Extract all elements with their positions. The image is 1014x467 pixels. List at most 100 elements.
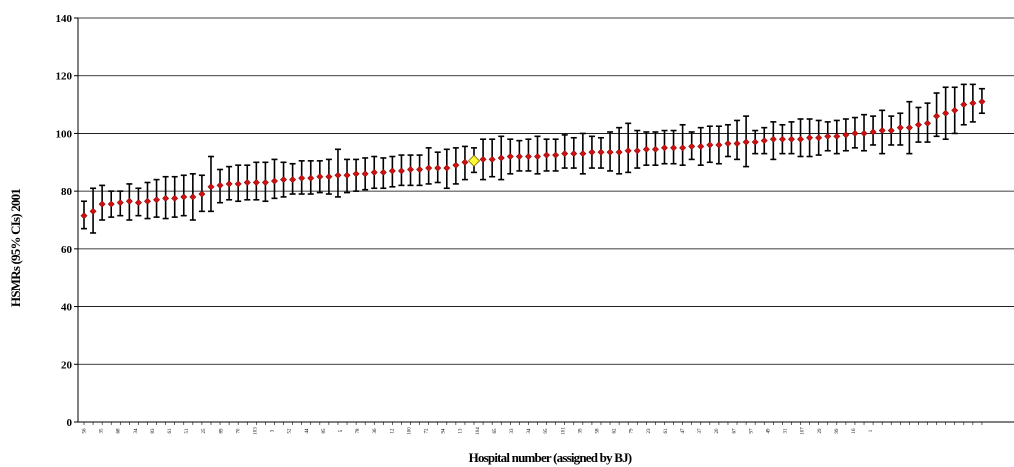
data-point (887, 126, 895, 135)
data-point (162, 194, 170, 202)
x-tick-label: 35 (100, 428, 105, 434)
x-tick-label: 107 (801, 427, 806, 435)
x-tick-label: 1 (869, 429, 874, 432)
x-tick-label: 101 (561, 427, 566, 435)
y-tick-label: 140 (56, 13, 73, 25)
x-tick-label: 36 (373, 428, 378, 434)
data-point (225, 180, 233, 188)
data-point (416, 165, 424, 174)
error-bars (81, 83, 985, 234)
x-tick-label: 61 (168, 428, 173, 434)
x-tick-label: 51 (185, 428, 190, 434)
data-point (860, 129, 868, 137)
data-point (951, 106, 959, 114)
data-point (270, 177, 279, 185)
x-tick-label: 20 (715, 428, 720, 434)
data-point (806, 134, 814, 142)
data-point (724, 139, 732, 148)
data-point (107, 200, 115, 208)
x-tick-label: 13 (459, 428, 464, 434)
x-tick-label: 33 (510, 428, 515, 434)
data-point (923, 119, 932, 127)
data-point (597, 148, 605, 156)
y-tick-label: 120 (56, 71, 73, 83)
x-tick-label: 85 (322, 428, 327, 434)
x-tick-label: 25 (202, 428, 207, 434)
x-tick-label: 78 (356, 428, 361, 434)
data-point (171, 194, 179, 202)
x-tick-label: 79 (630, 428, 635, 434)
data-point (379, 168, 387, 176)
data-point (443, 164, 451, 172)
data-point (697, 142, 705, 150)
x-tick-label: 23 (647, 428, 652, 434)
y-axis: 0 20 40 60 80 100 120 140 (56, 13, 1014, 429)
y-tick-label: 80 (61, 186, 73, 198)
y-axis-title: HSMRs (95% CIs) 2001 (8, 189, 23, 307)
data-point (660, 144, 669, 152)
data-point (688, 142, 696, 150)
data-point (851, 129, 859, 137)
data-point (633, 147, 641, 155)
x-tick-label: 97 (749, 428, 754, 434)
data-point (960, 101, 968, 109)
data-point (869, 128, 877, 136)
x-tick-label: 94 (442, 428, 447, 434)
x-tick-label: 65 (493, 428, 498, 434)
x-axis-title: Hospital number (assigned by BJ) (469, 450, 632, 465)
data-point (914, 121, 922, 129)
data-point (361, 170, 369, 178)
data-point (298, 174, 306, 182)
x-tick-label: 67 (732, 428, 737, 434)
data-point (824, 132, 832, 140)
data-point (778, 135, 786, 143)
data-point (815, 134, 823, 142)
data-point (497, 154, 505, 162)
data-point (252, 178, 260, 187)
data-point (642, 145, 650, 153)
data-point (316, 173, 324, 181)
x-tick-label: 47 (681, 428, 686, 434)
data-point (533, 152, 542, 161)
data-point (606, 148, 614, 156)
x-tick-label: 12 (390, 428, 395, 434)
x-tick-label: 72 (425, 428, 430, 434)
data-point (615, 148, 623, 156)
x-tick-label: 37 (698, 428, 703, 434)
data-point (243, 178, 251, 187)
x-tick-label: 5 (339, 429, 344, 432)
data-point (506, 152, 514, 161)
data-point (769, 135, 777, 143)
data-point (180, 193, 188, 201)
x-tick-label: 52 (288, 428, 293, 434)
x-tick-label: 34 (134, 428, 139, 434)
data-point (669, 144, 678, 152)
data-point (588, 148, 596, 156)
highlighted-point (467, 154, 481, 167)
data-point (307, 174, 315, 182)
x-tick-label: 34 (527, 428, 532, 434)
data-point (479, 155, 487, 163)
data-point (905, 124, 913, 132)
data-point (80, 212, 88, 220)
x-tick-label: 39 (578, 428, 583, 434)
x-tick-label: 100 (407, 427, 412, 435)
data-point (624, 147, 632, 155)
x-tick-label: 16 (852, 428, 857, 434)
x-tick-label: 89 (219, 428, 224, 434)
x-tick-label: 3 (271, 429, 276, 432)
data-point (570, 150, 578, 158)
data-point (561, 150, 569, 158)
data-point (751, 138, 759, 146)
x-tick-label: 83 (151, 428, 156, 434)
gridlines (78, 17, 1014, 365)
data-point (198, 190, 206, 198)
x-tick-label: 62 (613, 428, 618, 434)
data-point (216, 181, 224, 189)
x-tick-label: 103 (254, 427, 259, 435)
y-tick-label: 40 (61, 302, 73, 314)
data-point (543, 151, 551, 159)
data-points (80, 98, 986, 220)
data-point (261, 178, 269, 187)
